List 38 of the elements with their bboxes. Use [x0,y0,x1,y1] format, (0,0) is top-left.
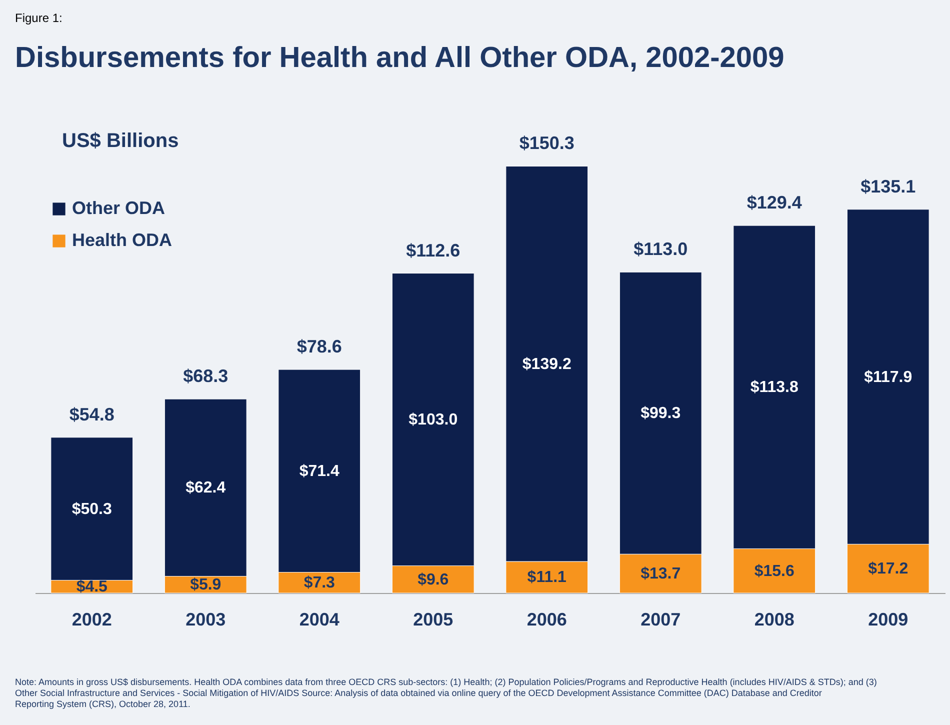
data-label: $117.9 [864,368,912,386]
data-label: $7.3 [304,574,336,592]
x-tick-label: 2006 [526,610,567,630]
x-tick-label: 2007 [640,610,681,630]
x-tick-label: 2004 [299,610,340,630]
y-axis-title: US$ Billions [62,130,179,152]
total-label: $129.4 [746,192,802,213]
total-label: $135.1 [860,176,916,196]
data-label: $9.6 [418,571,449,588]
caption: Figure 1: [15,11,62,25]
data-label: $139.2 [522,356,572,373]
total-label: $78.6 [296,336,342,357]
data-label: $50.3 [72,500,112,518]
total-label: $113.0 [634,239,688,260]
data-label: $13.7 [640,566,681,583]
data-label: $103.0 [408,412,458,429]
x-tick-label: 2008 [754,610,794,630]
x-tick-label: 2003 [186,610,226,630]
total-label: $150.3 [519,133,574,154]
data-label: $62.4 [186,480,226,497]
legend-label: Other ODA [72,198,166,218]
total-label: $68.3 [183,366,228,386]
x-tick-label: 2002 [72,610,112,630]
legend-label: Health ODA [72,230,172,250]
total-label: $112.6 [406,240,460,260]
data-label: $15.6 [754,562,794,580]
data-label: $113.8 [750,379,798,396]
data-label: $4.5 [76,578,108,596]
data-label: $99.3 [640,405,681,422]
x-tick-label: 2009 [868,610,908,630]
total-label: $54.8 [69,404,114,424]
text: Note: Amounts in gross US$ disbursements. Health ODA combines data from three OECD CRS sub-sectors: (1) Health; (2) Population Policies/Programs and Reproductive Health (includes HIV/AIDS & STDs); and (3) Other Social Infrastructure and Services - Social Mitigation of HIV/AIDS Source: Analysis of data obtained via online query of the OECD Development Assistance Committee (DAC) Database and Creditor Reporting System (CRS), October 28, 2011. [15,677,877,709]
chart-title: Disbursements for Health and All Other ODA, 2002-2009 [15,42,784,74]
data-label: $17.2 [868,560,908,578]
data-label: $5.9 [190,576,222,594]
data-label: $71.4 [299,462,340,480]
x-tick-label: 2005 [413,610,454,630]
data-label: $11.1 [527,569,567,586]
